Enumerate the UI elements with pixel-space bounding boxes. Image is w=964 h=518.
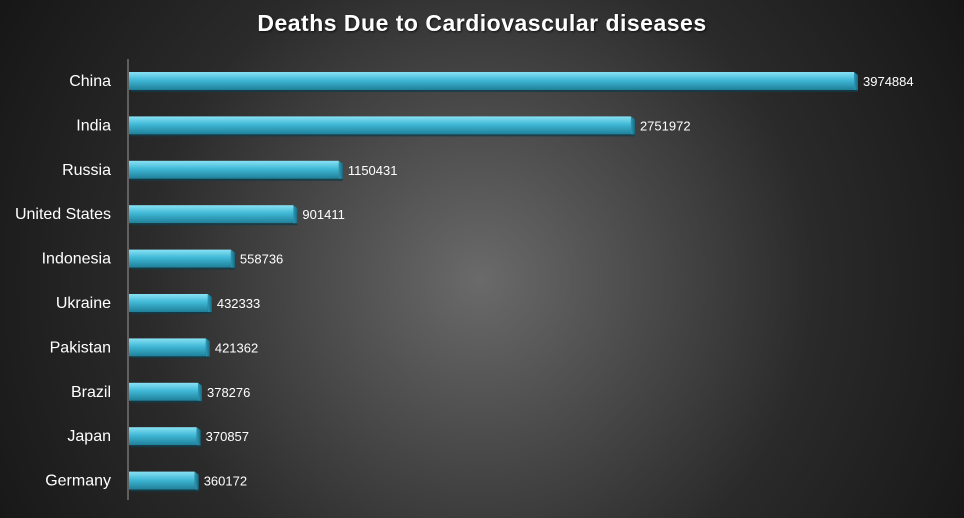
category-label: Pakistan (50, 339, 111, 356)
category-label: Brazil (71, 384, 111, 401)
bar-shadow (131, 489, 199, 492)
bar-end-cap (230, 249, 235, 269)
category-label: Japan (67, 428, 111, 445)
category-label: Germany (45, 473, 111, 490)
chart-title: Deaths Due to Cardiovascular diseases (257, 10, 707, 36)
bars-group: China 3974884 India 2751972 Russia 1150431 Uni… (15, 72, 914, 492)
bar (129, 160, 339, 179)
data-label: 3974884 (863, 74, 914, 89)
bar (129, 338, 206, 357)
category-label: China (69, 73, 111, 90)
data-label: 378276 (207, 385, 250, 400)
category-label: India (76, 117, 111, 134)
bar-shadow (131, 356, 210, 359)
data-label: 2751972 (640, 118, 691, 133)
category-label: United States (15, 206, 111, 223)
data-label: 1150431 (348, 163, 398, 178)
bar (129, 72, 854, 90)
bar (129, 382, 198, 401)
data-label: 360172 (204, 474, 247, 489)
bar-end-cap (197, 382, 202, 402)
bar-shadow (131, 312, 212, 314)
bar-end-cap (293, 205, 298, 225)
bar-end-cap (207, 294, 212, 313)
bar-end-cap (854, 72, 858, 91)
bar (129, 249, 231, 268)
data-label: 901411 (302, 207, 344, 222)
bar (129, 294, 208, 312)
bar-end-cap (630, 116, 635, 136)
category-label: Indonesia (42, 251, 111, 268)
bar-shadow (131, 178, 343, 181)
category-label: Russia (62, 162, 111, 179)
bar (129, 471, 195, 490)
bar-shadow (131, 445, 201, 448)
bar-end-cap (196, 427, 201, 447)
data-label: 421362 (215, 340, 258, 355)
bar-end-cap (205, 338, 210, 358)
data-label: 558736 (240, 252, 283, 267)
bar (129, 205, 294, 224)
category-label: Ukraine (56, 295, 111, 312)
bar-shadow (131, 267, 235, 270)
bar-shadow (131, 134, 635, 137)
data-label: 432333 (217, 296, 260, 311)
bar-shadow (131, 223, 298, 226)
bar-end-cap (194, 471, 199, 491)
bar (129, 427, 197, 446)
bar-shadow (131, 90, 858, 92)
bar-end-cap (338, 160, 343, 180)
bar (129, 116, 631, 135)
data-label: 370857 (206, 429, 249, 444)
bar-shadow (131, 400, 202, 403)
